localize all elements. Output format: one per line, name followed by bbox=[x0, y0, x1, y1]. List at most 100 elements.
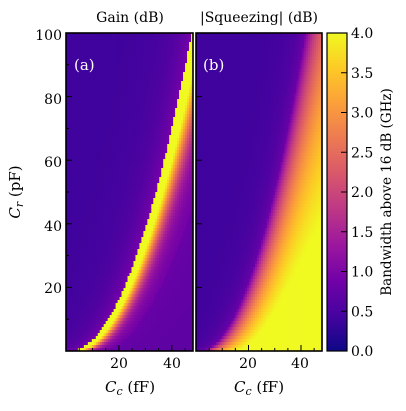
heatmap-cell bbox=[97, 39, 101, 43]
heatmap-cell bbox=[121, 201, 125, 205]
heatmap-cell bbox=[123, 42, 127, 46]
heatmap-cell bbox=[143, 204, 146, 208]
heatmap-cell bbox=[105, 141, 109, 145]
heatmap-cell bbox=[119, 177, 123, 181]
heatmap-cell bbox=[75, 318, 79, 322]
heatmap-cell bbox=[77, 192, 81, 196]
heatmap-cell bbox=[89, 300, 93, 304]
heatmap-cell bbox=[117, 249, 121, 253]
heatmap-cell bbox=[71, 186, 75, 190]
heatmap-cell bbox=[125, 54, 129, 58]
heatmap-cell bbox=[97, 282, 101, 286]
heatmap-cell bbox=[159, 51, 162, 55]
heatmap-cell bbox=[139, 210, 142, 214]
heatmap-cell bbox=[81, 303, 85, 307]
heatmap-cell bbox=[147, 225, 150, 229]
heatmap-cell bbox=[81, 204, 85, 208]
heatmap-cell bbox=[135, 267, 139, 271]
heatmap-cell bbox=[141, 237, 144, 241]
heatmap-cell bbox=[93, 174, 97, 178]
heatmap-cell bbox=[149, 312, 152, 316]
heatmap-cell bbox=[135, 258, 139, 262]
heatmap-cell bbox=[103, 279, 107, 283]
heatmap-cell bbox=[103, 177, 107, 181]
heatmap-cell bbox=[137, 177, 141, 181]
heatmap-cell bbox=[87, 93, 91, 97]
heatmap-cell bbox=[95, 81, 99, 85]
heatmap-cell bbox=[97, 135, 101, 139]
heatmap-cell bbox=[141, 129, 144, 133]
heatmap-cell bbox=[155, 339, 158, 343]
heatmap-cell bbox=[101, 183, 105, 187]
heatmap-cell bbox=[99, 279, 103, 283]
heatmap-cell bbox=[115, 105, 119, 109]
heatmap-cell bbox=[125, 117, 129, 121]
heatmap-cell bbox=[121, 102, 125, 106]
heatmap-cell bbox=[131, 198, 135, 202]
heatmap-cell bbox=[71, 240, 75, 244]
heatmap-cell bbox=[103, 342, 107, 346]
heatmap-cell bbox=[73, 156, 77, 160]
heatmap-cell bbox=[83, 78, 87, 82]
heatmap-cell bbox=[101, 309, 105, 313]
heatmap-cell bbox=[99, 258, 103, 262]
heatmap-cell bbox=[95, 240, 99, 244]
heatmap-cell bbox=[101, 63, 105, 67]
heatmap-cell bbox=[149, 348, 152, 351]
heatmap-cell bbox=[75, 240, 79, 244]
heatmap-cell bbox=[85, 267, 89, 271]
heatmap-cell bbox=[139, 222, 142, 226]
heatmap-cell bbox=[93, 270, 97, 274]
heatmap-cell bbox=[135, 126, 139, 130]
heatmap-cell bbox=[135, 204, 139, 208]
heatmap-cell bbox=[89, 339, 93, 343]
heatmap-cell bbox=[87, 156, 91, 160]
heatmap-cell bbox=[117, 243, 121, 247]
heatmap-cell bbox=[131, 48, 135, 52]
heatmap-cell bbox=[131, 156, 135, 160]
heatmap-cell bbox=[69, 210, 73, 214]
heatmap-cell bbox=[117, 264, 121, 268]
heatmap-cell bbox=[151, 237, 154, 241]
heatmap-cell bbox=[139, 57, 142, 61]
heatmap-cell bbox=[109, 321, 113, 325]
heatmap-cell bbox=[133, 246, 137, 250]
heatmap-cell bbox=[133, 48, 137, 52]
heatmap-cell bbox=[103, 165, 107, 169]
heatmap-cell bbox=[75, 234, 79, 238]
heatmap-cell bbox=[69, 339, 73, 343]
heatmap-cell bbox=[103, 195, 107, 199]
heatmap-cell bbox=[129, 129, 133, 133]
heatmap-cell bbox=[141, 51, 144, 55]
heatmap-cell bbox=[73, 42, 77, 46]
heatmap-cell bbox=[69, 141, 73, 145]
heatmap-cell bbox=[145, 228, 148, 232]
gain-heatmap bbox=[66, 33, 193, 351]
heatmap-cell bbox=[145, 105, 148, 109]
heatmap-cell bbox=[139, 138, 142, 142]
heatmap-cell bbox=[66, 336, 69, 340]
heatmap-cell bbox=[149, 75, 152, 79]
heatmap-cell bbox=[151, 333, 154, 337]
heatmap-cell bbox=[157, 231, 160, 235]
heatmap-cell bbox=[67, 216, 71, 220]
heatmap-cell bbox=[135, 219, 139, 223]
heatmap-cell bbox=[111, 159, 115, 163]
heatmap-cell bbox=[71, 39, 75, 43]
heatmap-cell bbox=[129, 39, 133, 43]
heatmap-cell bbox=[155, 183, 158, 187]
heatmap-cell bbox=[111, 165, 115, 169]
heatmap-cell bbox=[105, 90, 109, 94]
heatmap-cell bbox=[147, 141, 150, 145]
heatmap-cell bbox=[145, 66, 148, 70]
heatmap-cell bbox=[143, 123, 146, 127]
heatmap-cell bbox=[85, 129, 89, 133]
heatmap-cell bbox=[77, 39, 81, 43]
heatmap-cell bbox=[109, 225, 113, 229]
heatmap-cell bbox=[125, 309, 129, 313]
heatmap-cell bbox=[129, 204, 133, 208]
heatmap-cell bbox=[103, 111, 107, 115]
heatmap-cell bbox=[123, 342, 127, 346]
heatmap-cell bbox=[95, 99, 99, 103]
heatmap-cell bbox=[69, 45, 73, 49]
